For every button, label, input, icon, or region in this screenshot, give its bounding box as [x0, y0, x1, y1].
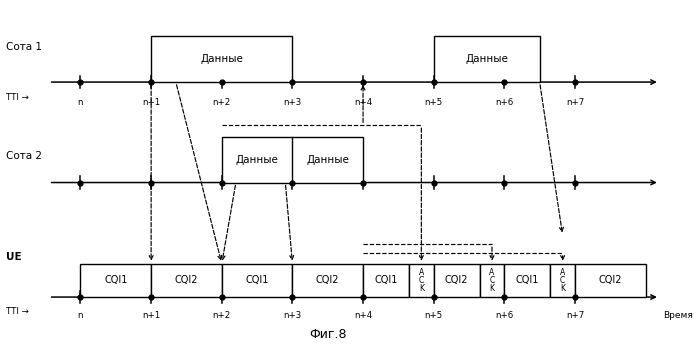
Text: n+3: n+3	[283, 98, 302, 107]
Text: Фиг.8: Фиг.8	[309, 328, 346, 341]
Text: TTI →: TTI →	[6, 307, 29, 316]
Text: n: n	[77, 98, 83, 107]
Bar	[151, 263, 222, 297]
Text: n+6: n+6	[495, 98, 514, 107]
Text: n+1: n+1	[142, 98, 161, 107]
Text: Данные: Данные	[466, 54, 508, 64]
Text: n+7: n+7	[566, 98, 584, 107]
Text: CQI1: CQI1	[104, 275, 128, 285]
Text: n+3: n+3	[283, 311, 302, 320]
Text: Время: Время	[663, 311, 693, 320]
Bar	[292, 263, 363, 297]
Text: CQI2: CQI2	[174, 275, 198, 285]
Text: n+4: n+4	[354, 311, 372, 320]
Text: CQI1: CQI1	[516, 275, 539, 285]
Text: n+2: n+2	[213, 311, 231, 320]
Text: Сота 1: Сота 1	[6, 42, 43, 52]
Text: CQI2: CQI2	[316, 275, 339, 285]
Text: n+7: n+7	[566, 311, 584, 320]
Text: n+2: n+2	[213, 98, 231, 107]
Text: A
C
K: A C K	[419, 267, 424, 293]
Text: A
C
K: A C K	[560, 267, 565, 293]
Bar	[151, 36, 292, 82]
Text: UE: UE	[6, 252, 22, 262]
Bar	[480, 263, 505, 297]
Text: CQI2: CQI2	[599, 275, 622, 285]
Bar	[363, 263, 409, 297]
Text: CQI2: CQI2	[445, 275, 468, 285]
Text: Сота 2: Сота 2	[6, 151, 43, 161]
Text: n+1: n+1	[142, 311, 161, 320]
Bar	[222, 263, 292, 297]
Text: TTI →: TTI →	[6, 93, 29, 102]
Text: Данные: Данные	[306, 155, 349, 165]
Bar	[575, 263, 646, 297]
Text: CQI1: CQI1	[246, 275, 269, 285]
Bar	[505, 263, 550, 297]
Text: n: n	[77, 311, 83, 320]
Text: n+4: n+4	[354, 98, 372, 107]
Text: n+5: n+5	[424, 98, 443, 107]
Text: A
C
K: A C K	[489, 267, 495, 293]
Text: Данные: Данные	[200, 54, 243, 64]
Bar	[409, 263, 433, 297]
Text: Данные: Данные	[236, 155, 279, 165]
Bar	[433, 263, 480, 297]
Bar	[433, 36, 540, 82]
Bar	[80, 263, 151, 297]
Bar	[222, 137, 363, 183]
Bar	[550, 263, 575, 297]
Text: n+6: n+6	[495, 311, 514, 320]
Text: n+5: n+5	[424, 311, 443, 320]
Text: CQI1: CQI1	[374, 275, 398, 285]
